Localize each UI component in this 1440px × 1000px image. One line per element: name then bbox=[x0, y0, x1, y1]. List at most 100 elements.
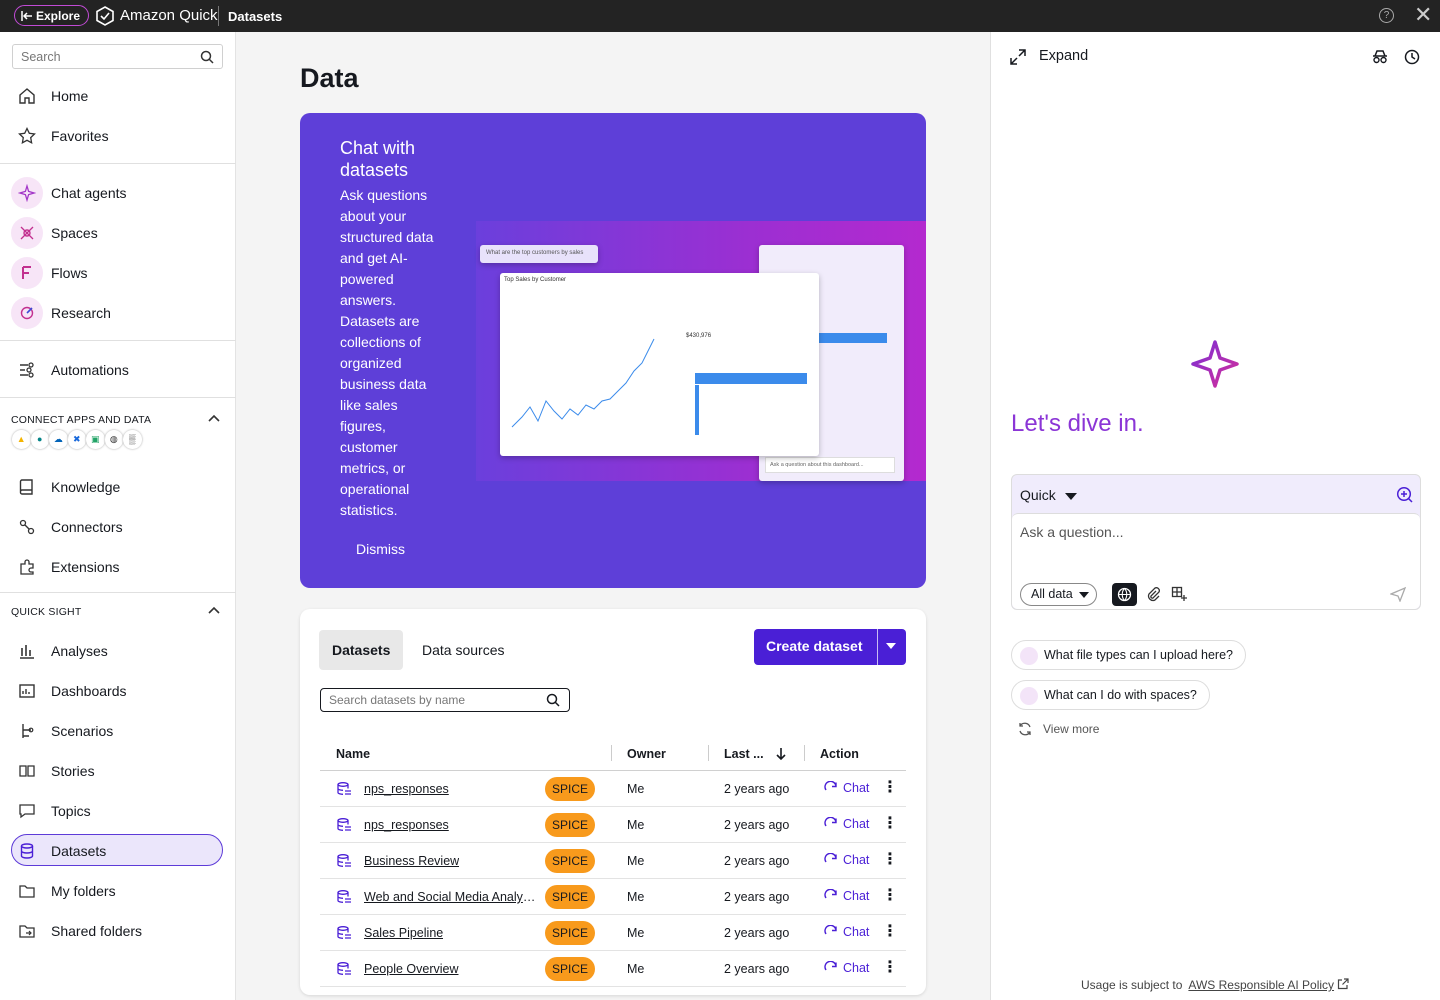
sidebar-item-extensions[interactable]: Extensions bbox=[0, 549, 236, 585]
caret-down-icon[interactable] bbox=[886, 643, 896, 649]
sidebar-item-research[interactable]: Research bbox=[0, 295, 236, 331]
agent-select[interactable]: Quick bbox=[1020, 487, 1077, 503]
more-options-icon[interactable]: ⋮ bbox=[882, 959, 898, 976]
sidebar-item-dashboards[interactable]: Dashboards bbox=[0, 673, 236, 709]
dataset-name-link[interactable]: Web and Social Media Analytics bbox=[364, 890, 536, 904]
view-more-link[interactable]: View more bbox=[1043, 722, 1100, 736]
table-row[interactable]: Business Review SPICE Me 2 years ago Chat ⋮ bbox=[320, 843, 906, 879]
column-last-updated[interactable]: Last ... bbox=[724, 747, 764, 761]
table-row[interactable]: nps_responses SPICE Me 2 years ago Chat ⋮ bbox=[320, 807, 906, 843]
owner-cell: Me bbox=[627, 926, 645, 940]
more-options-icon[interactable]: ⋮ bbox=[882, 887, 898, 904]
suggestion-chip[interactable]: What can I do with spaces? bbox=[1011, 680, 1210, 710]
drive-icon: ▲ bbox=[12, 430, 31, 449]
incognito-icon[interactable] bbox=[1371, 48, 1389, 66]
add-widget-icon[interactable] bbox=[1171, 586, 1187, 602]
last-updated-cell: 2 years ago bbox=[724, 962, 790, 976]
button-divider bbox=[877, 629, 878, 665]
sidebar-item-stories[interactable]: Stories bbox=[0, 753, 236, 789]
chat-action-button[interactable]: Chat bbox=[824, 853, 869, 867]
chevron-up-icon[interactable] bbox=[207, 411, 221, 425]
chat-label: Chat bbox=[843, 853, 870, 867]
breadcrumb[interactable]: Datasets bbox=[228, 9, 283, 24]
dismiss-button[interactable]: Dismiss bbox=[356, 541, 405, 557]
sidebar-item-flows[interactable]: Flows bbox=[0, 255, 236, 291]
create-dataset-button[interactable]: Create dataset bbox=[754, 629, 906, 665]
sidebar-item-label: Dashboards bbox=[51, 683, 127, 699]
question-input[interactable]: Ask a question... All data bbox=[1012, 513, 1420, 609]
column-name[interactable]: Name bbox=[336, 747, 371, 761]
web-icon: ◍ bbox=[104, 430, 123, 449]
more-options-icon[interactable]: ⋮ bbox=[882, 923, 898, 940]
sidebar-item-connectors[interactable]: Connectors bbox=[0, 509, 236, 545]
sidebar-item-automations[interactable]: Automations bbox=[0, 352, 236, 388]
sidebar-item-topics[interactable]: Topics bbox=[0, 793, 236, 829]
sidebar-item-datasets[interactable]: Datasets bbox=[0, 833, 236, 869]
chat-action-button[interactable]: Chat bbox=[824, 781, 869, 795]
web-search-toggle[interactable] bbox=[1112, 583, 1137, 606]
dataset-name-link[interactable]: Business Review bbox=[364, 854, 460, 868]
chat-action-button[interactable]: Chat bbox=[824, 817, 869, 831]
help-icon[interactable]: ? bbox=[1379, 8, 1394, 23]
sidebar-search-placeholder: Search bbox=[21, 50, 61, 64]
search-icon bbox=[200, 50, 214, 64]
sidebar-item-label: Scenarios bbox=[51, 723, 114, 739]
connected-apps[interactable]: ▲ ● ☁ ✖ ▣ ◍ ▒ bbox=[12, 430, 142, 449]
illustration-hbar bbox=[695, 373, 807, 384]
sidebar-item-spaces[interactable]: Spaces bbox=[0, 215, 236, 251]
chat-action-button[interactable]: Chat bbox=[824, 889, 869, 903]
suggestion-chip[interactable]: What file types can I upload here? bbox=[1011, 640, 1247, 670]
new-chat-icon[interactable] bbox=[1396, 486, 1414, 504]
tab-datasets[interactable]: Datasets bbox=[319, 630, 404, 670]
sidebar-item-chat-agents[interactable]: Chat agents bbox=[0, 175, 236, 211]
sidebar-item-knowledge[interactable]: Knowledge bbox=[0, 469, 236, 505]
spaces-icon bbox=[20, 226, 34, 240]
chat-action-button[interactable]: Chat bbox=[824, 961, 869, 975]
sidebar-item-analyses[interactable]: Analyses bbox=[0, 633, 236, 669]
tab-data-sources[interactable]: Data sources bbox=[422, 642, 505, 658]
explore-button[interactable]: Explore bbox=[14, 5, 90, 26]
close-icon[interactable]: ✕ bbox=[1414, 2, 1433, 27]
expand-icon[interactable] bbox=[1009, 48, 1027, 66]
policy-link[interactable]: AWS Responsible AI Policy bbox=[1188, 978, 1335, 992]
sidebar-item-scenarios[interactable]: Scenarios bbox=[0, 713, 236, 749]
sharepoint-icon: ● bbox=[30, 430, 49, 449]
book-icon bbox=[19, 479, 33, 495]
sidebar-search-input[interactable]: Search bbox=[12, 44, 223, 69]
more-options-icon[interactable]: ⋮ bbox=[882, 815, 898, 832]
illustration-kpi: $430,976 bbox=[686, 333, 712, 339]
data-scope-select[interactable]: All data bbox=[1020, 583, 1097, 606]
sidebar-item-shared-folders[interactable]: Shared folders bbox=[0, 913, 236, 949]
chat-action-button[interactable]: Chat bbox=[824, 925, 869, 939]
more-options-icon[interactable]: ⋮ bbox=[882, 779, 898, 796]
table-row[interactable]: Web and Social Media Analytics SPICE Me 2 y… bbox=[320, 879, 906, 915]
dataset-search-input[interactable]: Search datasets by name bbox=[320, 688, 570, 712]
attach-icon[interactable] bbox=[1145, 586, 1161, 602]
data-scope-label: All data bbox=[1031, 587, 1073, 601]
sort-down-icon[interactable] bbox=[775, 747, 787, 761]
greeting: Let's dive in. bbox=[1011, 410, 1144, 437]
sidebar-item-favorites[interactable]: Favorites bbox=[0, 118, 236, 154]
table-row[interactable]: Sales Pipeline SPICE Me 2 years ago Chat ⋮ bbox=[320, 915, 906, 951]
topbar-divider bbox=[218, 6, 219, 26]
expand-button[interactable]: Expand bbox=[1039, 48, 1089, 64]
refresh-icon[interactable] bbox=[1017, 721, 1033, 737]
scenarios-icon bbox=[22, 724, 34, 738]
more-options-icon[interactable]: ⋮ bbox=[882, 851, 898, 868]
column-owner[interactable]: Owner bbox=[627, 747, 666, 761]
send-icon[interactable] bbox=[1390, 586, 1406, 602]
history-icon[interactable] bbox=[1403, 48, 1421, 66]
illustration-prompt: What are the top customers by sales bbox=[480, 245, 598, 263]
spice-badge: SPICE bbox=[545, 957, 595, 981]
sidebar-item-home[interactable]: Home bbox=[0, 78, 236, 114]
sidebar-item-my-folders[interactable]: My folders bbox=[0, 873, 236, 909]
dataset-name-link[interactable]: People Overview bbox=[364, 962, 459, 976]
dataset-name-link[interactable]: nps_responses bbox=[364, 818, 449, 832]
illustration-bar bbox=[817, 333, 887, 343]
dataset-name-link[interactable]: nps_responses bbox=[364, 782, 449, 796]
table-row[interactable]: nps_responses SPICE Me 2 years ago Chat ⋮ bbox=[320, 771, 906, 807]
chevron-up-icon[interactable] bbox=[207, 603, 221, 617]
external-link-icon bbox=[1338, 978, 1349, 990]
dataset-name-link[interactable]: Sales Pipeline bbox=[364, 926, 444, 940]
table-row[interactable]: People Overview SPICE Me 2 years ago Chat ⋮ bbox=[320, 951, 906, 987]
